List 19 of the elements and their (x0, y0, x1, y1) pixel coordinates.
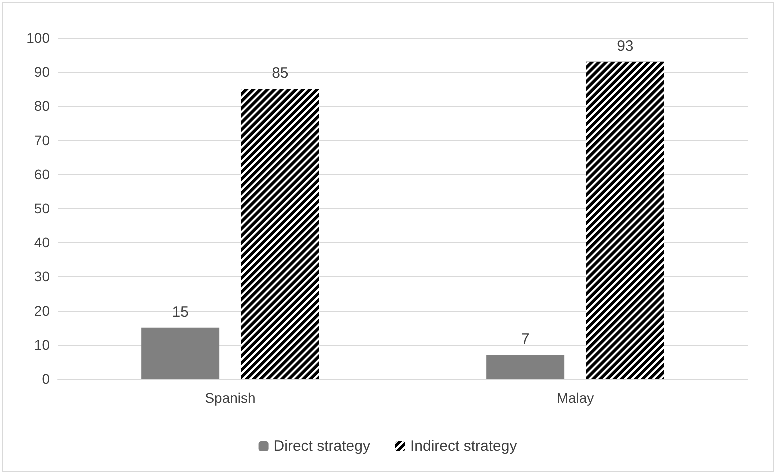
y-tick-label: 40 (34, 234, 50, 251)
y-tick-label: 30 (34, 268, 50, 285)
x-tick-label: Malay (556, 390, 594, 406)
y-tick-label: 50 (34, 200, 50, 216)
legend-label: Indirect strategy (410, 438, 518, 455)
y-tick-label: 100 (26, 30, 50, 46)
y-tick-label: 20 (34, 302, 50, 319)
y-tick-label: 60 (34, 166, 50, 182)
y-tick-label: 0 (42, 371, 50, 387)
data-label: 85 (272, 65, 289, 82)
y-tick-label: 90 (34, 64, 50, 80)
y-tick-label: 80 (34, 98, 50, 114)
data-label: 7 (521, 331, 530, 348)
y-tick-label: 10 (34, 336, 50, 353)
legend-label: Direct strategy (274, 438, 371, 455)
data-label: 15 (172, 304, 189, 321)
data-label: 93 (617, 38, 634, 55)
x-tick-label: Spanish (205, 390, 256, 406)
y-tick-label: 70 (34, 132, 50, 148)
